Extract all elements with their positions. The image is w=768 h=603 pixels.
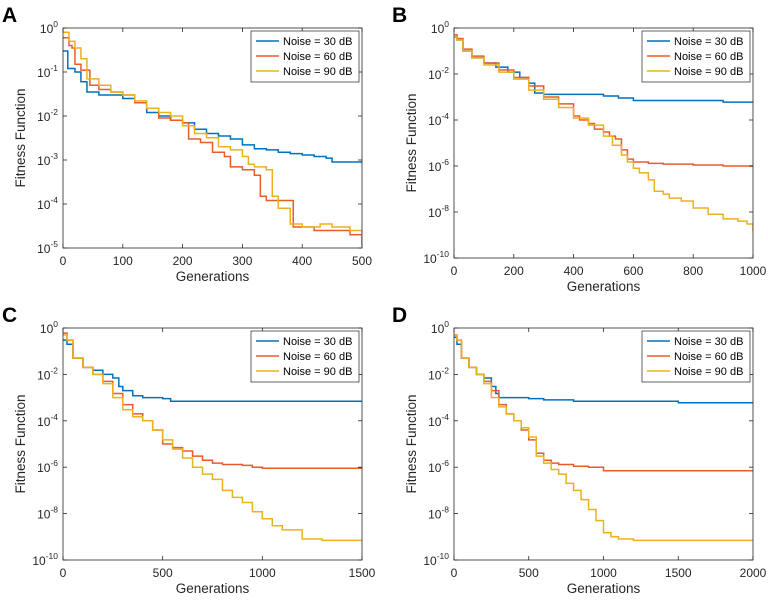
legend-c: Noise = 30 dB Noise = 60 dB Noise = 90 dB [250, 330, 360, 383]
legend-label-c-3: Noise = 90 dB [283, 366, 352, 378]
y-tick-label-b: 10-4 [428, 111, 449, 128]
legend-label-b-2: Noise = 60 dB [674, 51, 743, 63]
x-tick-label-b: 0 [451, 264, 458, 278]
y-tick-label-a: 10-2 [37, 107, 58, 124]
panel-letter-a: A [2, 4, 17, 27]
x-tick-label-d: 1500 [665, 566, 692, 580]
y-tick-label-d: 10-10 [423, 551, 449, 568]
panel-c: C 0 500 1000 1500 10-10 10-8 10-6 10-4 10-2 100 Gen… [2, 304, 376, 596]
legend-label-d-1: Noise = 30 dB [674, 336, 743, 348]
series-line-c-3 [63, 334, 362, 542]
y-tick-label-c: 100 [40, 319, 58, 336]
legend-label-d-2: Noise = 60 dB [674, 351, 743, 363]
x-axis-label-a: Generations [176, 269, 250, 284]
y-tick-label-a: 10-3 [37, 151, 58, 168]
panel-letter-c: C [2, 304, 17, 327]
x-axis-label-b: Generations [567, 279, 641, 294]
y-tick-label-b: 10-2 [428, 65, 449, 82]
series-line-a-2 [63, 37, 362, 245]
legend-label-b-3: Noise = 90 dB [674, 66, 743, 78]
x-tick-label-c: 500 [153, 566, 173, 580]
x-tick-label-b: 200 [504, 264, 524, 278]
x-tick-label-c: 0 [60, 566, 67, 580]
x-tick-label-a: 400 [292, 254, 312, 268]
y-tick-label-c: 10-8 [37, 505, 58, 522]
legend-label-a-1: Noise = 30 dB [283, 36, 352, 48]
y-tick-label-c: 10-2 [37, 365, 58, 382]
y-tick-label-d: 10-8 [428, 505, 449, 522]
x-tick-label-b: 800 [683, 264, 703, 278]
x-tick-label-b: 600 [623, 264, 643, 278]
x-axis-label-d: Generations [567, 581, 641, 596]
y-tick-label-c: 10-6 [37, 458, 58, 475]
x-tick-label-d: 500 [519, 566, 539, 580]
axes-box-b [453, 27, 754, 259]
x-tick-label-d: 1000 [590, 566, 617, 580]
x-tick-label-a: 200 [173, 254, 193, 268]
y-tick-label-c: 10-10 [32, 551, 58, 568]
y-tick-label-d: 100 [431, 319, 449, 336]
x-tick-label-a: 0 [60, 254, 67, 268]
legend-b: Noise = 30 dB Noise = 60 dB Noise = 90 dB [641, 30, 751, 83]
y-tick-label-b: 10-10 [423, 249, 449, 266]
legend-label-c-1: Noise = 30 dB [283, 336, 352, 348]
y-tick-label-d: 10-2 [428, 365, 449, 382]
x-tick-label-a: 100 [113, 254, 133, 268]
y-axis-label-a: Fitness Function [13, 88, 28, 187]
panel-letter-d: D [392, 304, 407, 327]
y-axis-label-c: Fitness Function [13, 394, 28, 493]
panel-b: B 0 200 400 600 800 1000 10-10 10-8 10-6 10-4 10-2 1… [392, 4, 767, 294]
x-tick-label-a: 500 [352, 254, 372, 268]
y-tick-label-b: 10-8 [428, 203, 449, 220]
y-tick-label-b: 10-6 [428, 157, 449, 174]
axes-box-a [62, 27, 363, 249]
legend-label-b-1: Noise = 30 dB [674, 36, 743, 48]
legend-label-c-2: Noise = 60 dB [283, 351, 352, 363]
x-tick-label-c: 1000 [249, 566, 276, 580]
x-tick-label-c: 1500 [349, 566, 376, 580]
series-line-a-3 [63, 31, 362, 241]
legend-label-a-3: Noise = 90 dB [283, 66, 352, 78]
legend-label-d-3: Noise = 90 dB [674, 366, 743, 378]
y-axis-label-d: Fitness Function [404, 394, 419, 493]
series-line-b-3 [454, 36, 753, 231]
y-tick-label-b: 100 [431, 19, 449, 36]
legend-label-a-2: Noise = 60 dB [283, 51, 352, 63]
y-tick-label-d: 10-6 [428, 458, 449, 475]
series-line-d-3 [454, 334, 753, 542]
x-tick-label-d: 2000 [740, 566, 767, 580]
panel-letter-b: B [392, 4, 407, 27]
y-tick-label-a: 10-5 [37, 239, 58, 256]
x-tick-label-b: 400 [564, 264, 584, 278]
y-tick-label-a: 10-4 [37, 195, 58, 212]
legend-d: Noise = 30 dB Noise = 60 dB Noise = 90 dB [641, 330, 751, 383]
y-axis-label-b: Fitness Function [404, 93, 419, 192]
x-axis-label-c: Generations [176, 581, 250, 596]
panel-a: A 0 100 200 300 400 500 10-5 10-4 10-3 10-2 10-1 100… [2, 4, 372, 284]
y-tick-label-a: 100 [40, 19, 58, 36]
x-tick-label-b: 1000 [740, 264, 767, 278]
panel-d: D 0 500 1000 1500 2000 10-10 10-8 10-6 10-4 10-2 10… [392, 304, 767, 596]
axes-box-c [62, 327, 363, 561]
x-tick-label-d: 0 [451, 566, 458, 580]
y-tick-label-d: 10-4 [428, 412, 449, 429]
x-tick-label-a: 300 [232, 254, 252, 268]
y-tick-label-c: 10-4 [37, 412, 58, 429]
y-tick-label-a: 10-1 [37, 63, 58, 80]
legend-a: Noise = 30 dB Noise = 60 dB Noise = 90 dB [250, 30, 360, 83]
